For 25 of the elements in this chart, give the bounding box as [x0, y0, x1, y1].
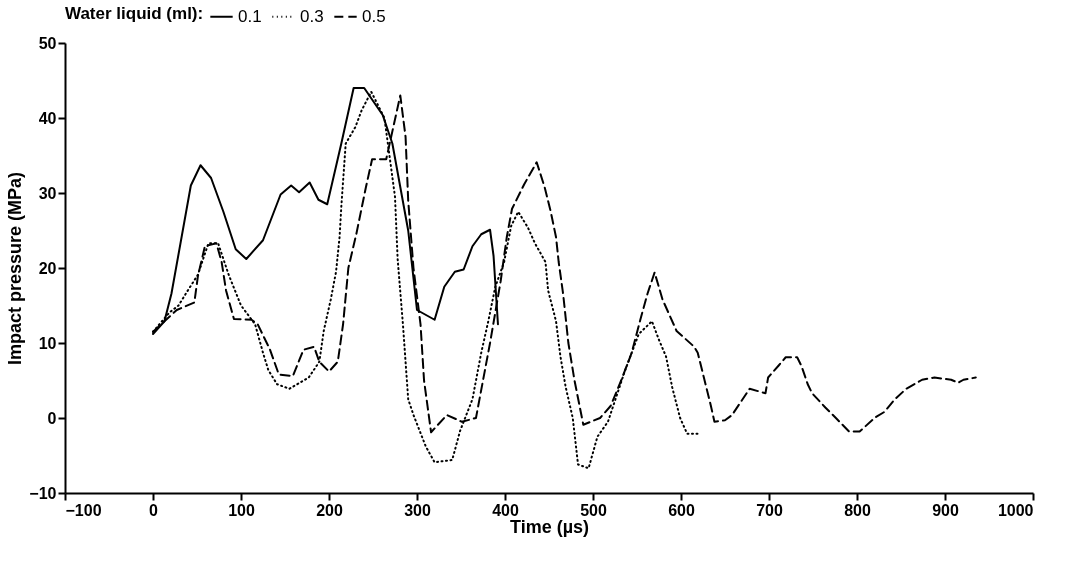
legend-label: 0.1	[238, 6, 262, 26]
x-tick-label: 400	[492, 501, 519, 519]
legend-title: Water liquid (ml):	[65, 4, 204, 23]
x-tick-label: 600	[668, 501, 695, 519]
x-tick-label: 200	[316, 501, 343, 519]
x-tick-label: 0	[149, 501, 159, 519]
y-tick-label: 40	[38, 109, 57, 127]
legend-label: 0.5	[362, 6, 386, 26]
y-axis-title: Impact pressure (MPa)	[5, 171, 26, 366]
y-tick-label: −10	[29, 484, 57, 502]
x-tick-label: −100	[65, 501, 102, 519]
y-tick-label: 20	[38, 259, 57, 277]
x-tick-label: 500	[580, 501, 607, 519]
x-tick-label: 900	[932, 501, 959, 519]
y-tick-label: 30	[38, 184, 57, 202]
y-tick-label: 50	[38, 34, 57, 52]
x-tick-label: 700	[756, 501, 783, 519]
y-tick-label: 10	[38, 334, 57, 352]
x-tick-label: 300	[404, 501, 431, 519]
x-tick-label: 800	[844, 501, 871, 519]
x-tick-label: 1000	[997, 501, 1034, 519]
y-tick-label: 0	[47, 409, 57, 427]
x-tick-label: 100	[228, 501, 255, 519]
legend-label: 0.3	[300, 6, 324, 26]
x-axis-title: Time (µs)	[509, 516, 590, 537]
